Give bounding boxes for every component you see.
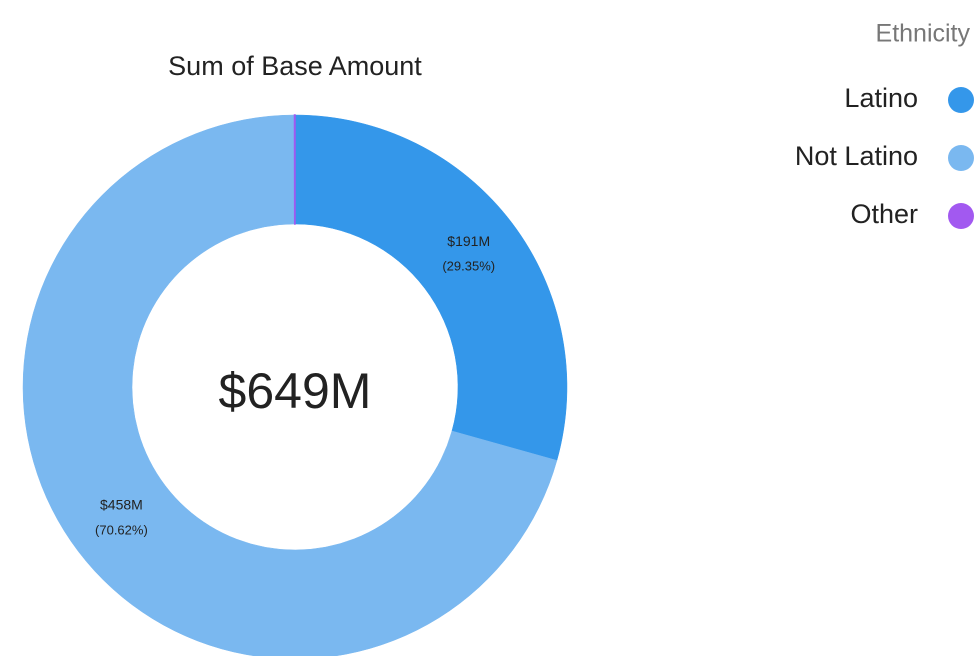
legend-swatch <box>948 203 974 229</box>
legend-label: Other <box>850 199 918 229</box>
donut-slice <box>294 114 568 461</box>
legend-label: Latino <box>844 83 918 113</box>
value-label: (70.62%) <box>95 522 148 537</box>
donut-slice <box>293 114 296 225</box>
chart-title: Sum of Base Amount <box>168 51 422 81</box>
value-label: (29.35%) <box>442 259 495 274</box>
legend-title: Ethnicity <box>876 20 971 48</box>
legend-swatch <box>948 145 974 171</box>
legend-swatch <box>948 87 974 113</box>
amount-label: $458M <box>100 497 143 513</box>
donut-slice <box>22 114 558 656</box>
amount-label: $191M <box>447 233 490 249</box>
total-label: $649M <box>219 363 372 419</box>
legend-label: Not Latino <box>795 141 918 171</box>
